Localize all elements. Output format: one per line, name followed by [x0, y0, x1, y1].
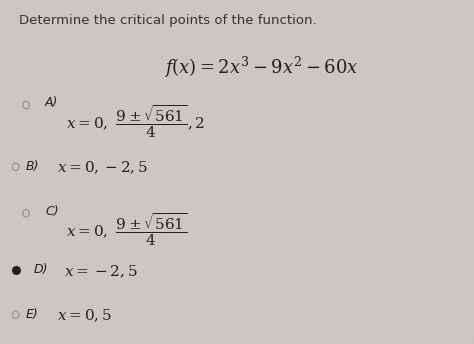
- Text: $f(x) = 2x^3 - 9x^2 - 60x$: $f(x) = 2x^3 - 9x^2 - 60x$: [164, 55, 358, 80]
- Text: E): E): [26, 308, 39, 321]
- Ellipse shape: [12, 163, 19, 171]
- Text: B): B): [26, 160, 39, 173]
- Text: $x = 0,\ \dfrac{9\pm\sqrt{561}}{4},2$: $x = 0,\ \dfrac{9\pm\sqrt{561}}{4},2$: [66, 103, 206, 140]
- Text: A): A): [45, 96, 58, 109]
- Text: $x = 0,5$: $x = 0,5$: [57, 308, 112, 324]
- Ellipse shape: [23, 209, 29, 217]
- Text: Determine the critical points of the function.: Determine the critical points of the fun…: [19, 14, 317, 27]
- Text: C): C): [45, 205, 59, 218]
- Text: $x = 0,-2,5$: $x = 0,-2,5$: [57, 160, 148, 176]
- Ellipse shape: [23, 101, 29, 109]
- Ellipse shape: [12, 311, 19, 319]
- Text: D): D): [34, 263, 49, 276]
- Text: $x = 0,\ \dfrac{9\pm\sqrt{561}}{4}$: $x = 0,\ \dfrac{9\pm\sqrt{561}}{4}$: [66, 212, 188, 248]
- Text: $x = -2,5$: $x = -2,5$: [64, 263, 137, 280]
